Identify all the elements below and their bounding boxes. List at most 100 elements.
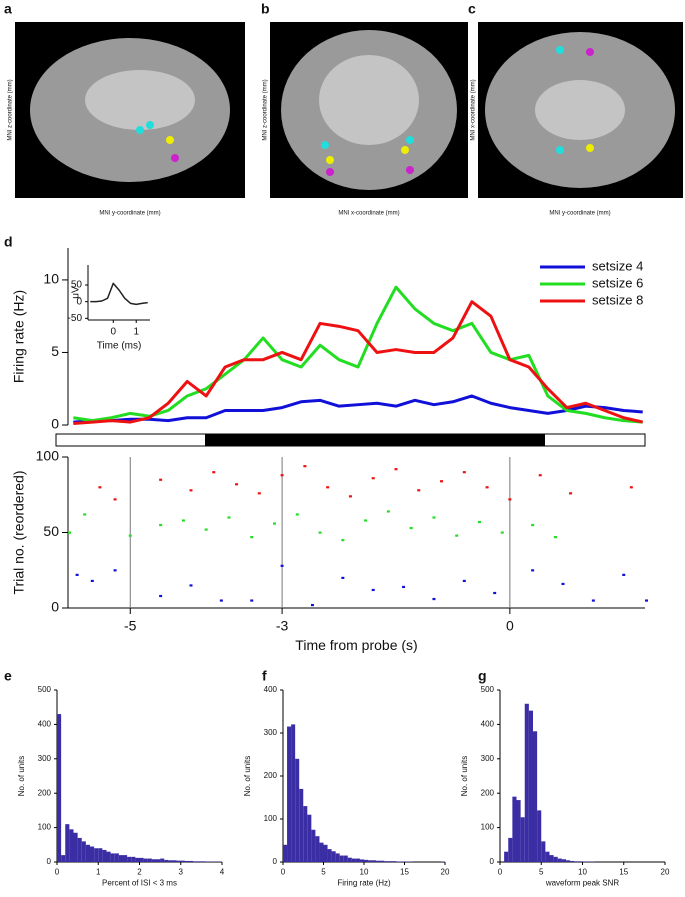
raster-dot <box>341 576 345 579</box>
raster-dot <box>341 539 345 542</box>
raster-dot <box>477 520 481 524</box>
histogram-bar <box>335 853 340 862</box>
histogram-bar <box>537 810 542 862</box>
histogram-bar <box>189 860 194 862</box>
raster-dot <box>326 486 330 489</box>
raster-dot <box>561 582 565 586</box>
x-tick-label: 0 <box>506 617 514 633</box>
histogram-bar <box>299 788 304 862</box>
histogram-bar <box>508 837 513 862</box>
raster-dot <box>432 516 436 519</box>
histogram-bar <box>143 858 148 862</box>
y-tick-label: 0 <box>47 857 52 866</box>
histogram-bar <box>73 832 78 862</box>
y-tick-label: 400 <box>264 685 278 694</box>
series-line <box>73 285 643 424</box>
x-tick-label: 5 <box>539 867 544 876</box>
raster-dot <box>409 526 413 530</box>
series-line <box>90 282 148 306</box>
raster-dot <box>462 471 466 474</box>
histogram-bar <box>380 860 385 862</box>
y-tick-label: 0 <box>51 599 59 615</box>
raster-dot <box>75 573 79 576</box>
raster-dot <box>310 603 314 607</box>
histogram-bar <box>524 703 529 862</box>
histogram-bar <box>61 855 66 862</box>
x-axis-label: Time (ms) <box>97 341 142 352</box>
histogram-bar <box>295 758 300 862</box>
y-tick-label: 200 <box>481 788 495 797</box>
y-tick-label: 400 <box>38 720 52 729</box>
y-tick-label: -50 <box>68 313 83 324</box>
x-tick-label: -3 <box>276 617 289 633</box>
raster-dot <box>485 486 489 489</box>
histogram-bar <box>343 855 348 862</box>
histogram-bar <box>376 860 381 862</box>
raster-dot <box>591 599 595 602</box>
raster-dot <box>364 519 368 522</box>
raster-dot <box>531 523 535 527</box>
histogram-bar <box>311 829 316 862</box>
raster-dot <box>189 489 193 492</box>
histogram-bar <box>291 724 296 862</box>
raster-dot <box>371 588 375 592</box>
histogram-bar <box>561 859 566 862</box>
histogram-bar <box>355 858 360 862</box>
x-axis-label: Percent of ISI < 3 ms <box>102 879 177 888</box>
raster-dot <box>181 519 185 522</box>
histogram-bar <box>392 861 397 862</box>
y-axis-label: Trial no. (reordered) <box>11 471 27 595</box>
raster-dot <box>250 599 254 602</box>
histogram-bar <box>516 800 521 862</box>
histogram-bar <box>574 861 579 862</box>
histogram-bar <box>114 853 119 862</box>
histogram-bar <box>156 859 161 862</box>
y-axis-label: MNI x-coordinate (mm) <box>471 79 477 140</box>
raster-dot <box>538 474 542 477</box>
histogram-bar <box>359 859 364 862</box>
x-tick-label: 15 <box>619 867 628 876</box>
raster-dot <box>508 498 512 501</box>
histogram-bar <box>351 858 356 862</box>
histogram-bar <box>339 855 344 862</box>
y-tick-label: 200 <box>264 771 278 780</box>
panel-label: d <box>4 234 13 250</box>
raster-dot <box>493 591 497 595</box>
raster-dot <box>645 599 649 602</box>
raster-dot <box>273 522 277 525</box>
raster-dot <box>227 516 231 519</box>
raster-dot <box>553 536 557 539</box>
histogram-bar <box>193 861 198 862</box>
raster-dot <box>386 510 390 513</box>
y-axis-label: μV <box>71 286 82 299</box>
raster-dot <box>204 528 208 531</box>
histogram-bar <box>283 844 288 862</box>
raster-dot <box>159 594 163 598</box>
histogram-bar <box>123 855 128 862</box>
x-tick-label: 20 <box>661 867 670 876</box>
histogram-bar <box>94 848 99 862</box>
x-axis-label: Firing rate (Hz) <box>337 879 391 888</box>
raster-dot <box>113 498 117 501</box>
raster-dot <box>348 495 352 498</box>
raster-dot <box>98 486 102 489</box>
raster-dot <box>68 531 72 534</box>
y-tick-label: 300 <box>481 754 495 763</box>
y-tick-label: 100 <box>481 823 495 832</box>
y-tick-label: 300 <box>264 728 278 737</box>
x-tick-label: 2 <box>137 867 142 876</box>
histogram-bar <box>131 856 136 862</box>
raster-dot <box>569 492 573 495</box>
histogram-bar <box>578 861 583 862</box>
histogram-bar <box>315 836 320 862</box>
y-tick-label: 0 <box>273 857 278 866</box>
x-tick-label: -5 <box>124 617 137 633</box>
raster-dot <box>455 534 459 537</box>
histogram-bar <box>127 856 132 862</box>
x-tick-label: 3 <box>179 867 184 876</box>
x-axis-label: MNI x-coordinate (mm) <box>338 211 399 217</box>
histogram-bar <box>139 857 144 862</box>
histogram-bar <box>307 814 312 862</box>
histogram-bar <box>180 860 185 862</box>
legend-label: setsize 6 <box>592 275 643 290</box>
